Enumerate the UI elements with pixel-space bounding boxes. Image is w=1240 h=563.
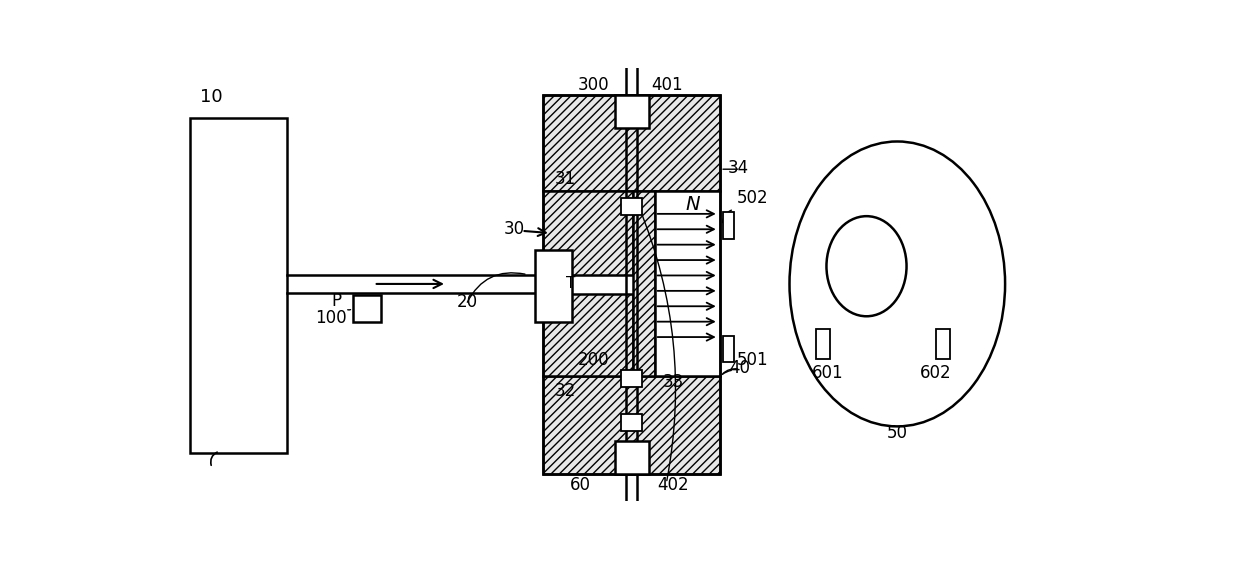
Text: T: T xyxy=(567,276,575,292)
Bar xyxy=(543,294,634,376)
Bar xyxy=(723,212,734,239)
Text: 32: 32 xyxy=(554,382,575,400)
Bar xyxy=(621,370,642,387)
Text: 602: 602 xyxy=(920,364,951,382)
Text: 200: 200 xyxy=(578,351,609,369)
Bar xyxy=(543,95,720,474)
Bar xyxy=(634,191,655,376)
Text: 34: 34 xyxy=(728,159,749,177)
Text: 50: 50 xyxy=(887,425,908,443)
Text: P: P xyxy=(331,292,341,310)
Text: 60: 60 xyxy=(569,476,590,494)
Text: 40: 40 xyxy=(729,359,750,377)
Bar xyxy=(543,95,720,191)
Text: 502: 502 xyxy=(737,190,769,207)
Bar xyxy=(191,118,286,453)
Text: 501: 501 xyxy=(737,351,769,369)
Text: 300: 300 xyxy=(578,75,609,93)
Bar xyxy=(621,414,642,431)
Bar xyxy=(543,376,720,474)
Bar xyxy=(543,191,634,275)
Text: 601: 601 xyxy=(812,364,843,382)
Text: 401: 401 xyxy=(651,75,682,93)
Text: 33: 33 xyxy=(662,373,683,391)
Text: 30: 30 xyxy=(503,220,525,238)
Bar xyxy=(615,441,649,474)
Bar xyxy=(353,294,382,321)
Bar xyxy=(723,336,734,361)
Text: 31: 31 xyxy=(554,170,575,188)
Text: 100: 100 xyxy=(315,309,347,327)
Bar xyxy=(936,329,950,359)
Bar xyxy=(655,191,720,376)
Text: 402: 402 xyxy=(657,476,688,494)
Bar xyxy=(615,95,649,128)
Text: 20: 20 xyxy=(456,293,477,311)
Bar xyxy=(816,329,831,359)
Text: N: N xyxy=(686,195,701,214)
Bar xyxy=(536,250,573,321)
Text: 10: 10 xyxy=(201,88,223,106)
Bar xyxy=(621,199,642,216)
